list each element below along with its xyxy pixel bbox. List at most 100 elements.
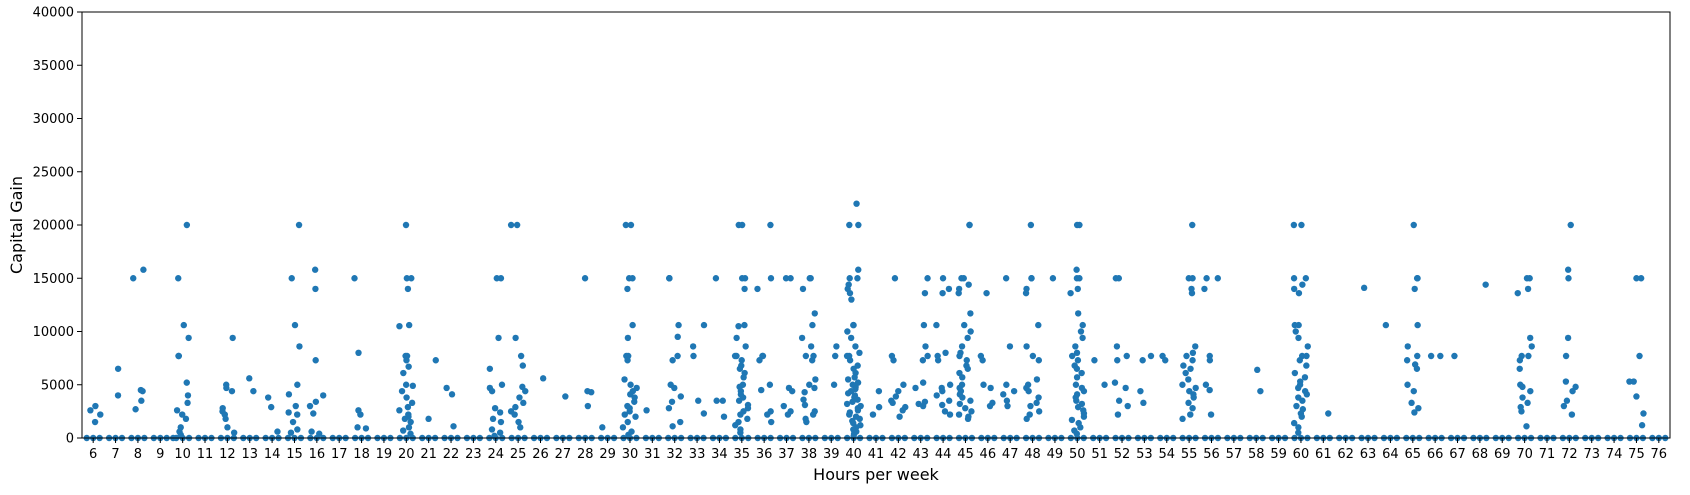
data-point bbox=[1072, 381, 1080, 388]
data-point bbox=[140, 266, 147, 273]
data-point bbox=[1427, 352, 1435, 360]
data-point bbox=[625, 275, 633, 282]
data-point bbox=[736, 365, 744, 372]
data-point bbox=[844, 328, 851, 335]
data-point bbox=[1033, 399, 1040, 407]
data-point bbox=[1074, 285, 1082, 293]
data-point bbox=[1411, 285, 1418, 293]
data-point bbox=[1360, 284, 1368, 292]
data-point bbox=[933, 321, 940, 329]
data-point bbox=[801, 389, 808, 396]
y-tick-label: 20000 bbox=[33, 219, 74, 234]
data-point bbox=[512, 334, 519, 342]
x-tick-label: 48 bbox=[1024, 447, 1041, 462]
x-tick-label: 10 bbox=[174, 447, 191, 462]
data-point bbox=[1029, 352, 1037, 360]
data-point bbox=[808, 357, 816, 364]
data-point bbox=[712, 275, 720, 282]
data-point bbox=[1257, 387, 1264, 395]
data-point bbox=[627, 221, 635, 229]
data-point bbox=[1027, 402, 1034, 410]
data-point bbox=[285, 391, 293, 398]
x-tick-label: 42 bbox=[890, 447, 907, 462]
data-point bbox=[1527, 334, 1534, 342]
data-point bbox=[179, 411, 186, 418]
data-point bbox=[1414, 321, 1421, 329]
data-point bbox=[700, 410, 708, 417]
data-point bbox=[674, 333, 681, 341]
data-point bbox=[1526, 275, 1533, 282]
data-point bbox=[800, 396, 807, 403]
data-point bbox=[665, 404, 673, 412]
x-tick-label: 9 bbox=[156, 447, 164, 462]
data-point bbox=[448, 391, 456, 398]
data-point bbox=[517, 424, 524, 431]
data-point bbox=[738, 221, 746, 229]
data-point bbox=[175, 352, 182, 360]
data-point bbox=[1006, 343, 1014, 350]
x-tick-label: 65 bbox=[1405, 447, 1422, 462]
x-tick-label: 16 bbox=[309, 447, 326, 462]
data-point bbox=[1563, 397, 1571, 404]
data-point bbox=[1206, 357, 1214, 364]
data-point bbox=[182, 415, 190, 423]
data-point bbox=[562, 393, 569, 400]
data-point bbox=[488, 426, 496, 433]
data-point bbox=[1569, 387, 1576, 395]
data-point bbox=[890, 357, 897, 364]
data-point bbox=[1033, 376, 1041, 383]
x-tick-label: 44 bbox=[935, 447, 952, 462]
data-point bbox=[1528, 343, 1535, 350]
data-point bbox=[432, 357, 439, 364]
x-tick-label: 36 bbox=[756, 447, 773, 462]
data-point bbox=[766, 381, 774, 388]
data-point bbox=[1076, 275, 1083, 282]
x-tick-label: 60 bbox=[1293, 447, 1310, 462]
data-point bbox=[1633, 393, 1640, 400]
data-point bbox=[738, 275, 746, 282]
data-point bbox=[844, 376, 852, 383]
x-tick-label: 45 bbox=[957, 447, 974, 462]
data-point bbox=[889, 399, 896, 407]
data-point bbox=[1080, 387, 1088, 395]
data-point bbox=[1002, 275, 1010, 282]
data-point bbox=[1074, 310, 1082, 317]
data-point bbox=[114, 365, 122, 372]
data-point bbox=[1179, 415, 1186, 423]
x-tick-label: 31 bbox=[644, 447, 661, 462]
data-point bbox=[404, 403, 412, 411]
data-point bbox=[1023, 343, 1030, 350]
data-point bbox=[1519, 394, 1526, 401]
data-point bbox=[959, 374, 966, 381]
data-point bbox=[1003, 381, 1010, 388]
data-point bbox=[961, 321, 968, 329]
data-point bbox=[1183, 352, 1190, 360]
data-point bbox=[768, 418, 775, 426]
data-point bbox=[294, 411, 301, 418]
data-point bbox=[1027, 221, 1035, 229]
data-point bbox=[675, 321, 682, 329]
data-point bbox=[983, 289, 990, 297]
data-point bbox=[1291, 369, 1299, 377]
data-point bbox=[1140, 399, 1147, 407]
data-point bbox=[1303, 362, 1310, 369]
data-point bbox=[1298, 221, 1305, 229]
x-tick-label: 46 bbox=[980, 447, 997, 462]
x-tick-label: 8 bbox=[134, 447, 142, 462]
data-point bbox=[511, 411, 518, 418]
data-point bbox=[1290, 275, 1298, 282]
data-point bbox=[498, 381, 506, 388]
x-tick-label: 55 bbox=[1181, 447, 1198, 462]
data-point bbox=[720, 413, 728, 420]
data-point bbox=[1180, 362, 1187, 369]
data-point bbox=[405, 363, 412, 370]
data-point bbox=[513, 221, 521, 229]
data-point bbox=[320, 392, 327, 399]
data-point bbox=[177, 431, 184, 439]
x-tick-label: 68 bbox=[1472, 447, 1489, 462]
data-point bbox=[1636, 352, 1643, 360]
data-point bbox=[1137, 387, 1144, 395]
data-point bbox=[1214, 275, 1222, 282]
data-point bbox=[802, 352, 810, 360]
